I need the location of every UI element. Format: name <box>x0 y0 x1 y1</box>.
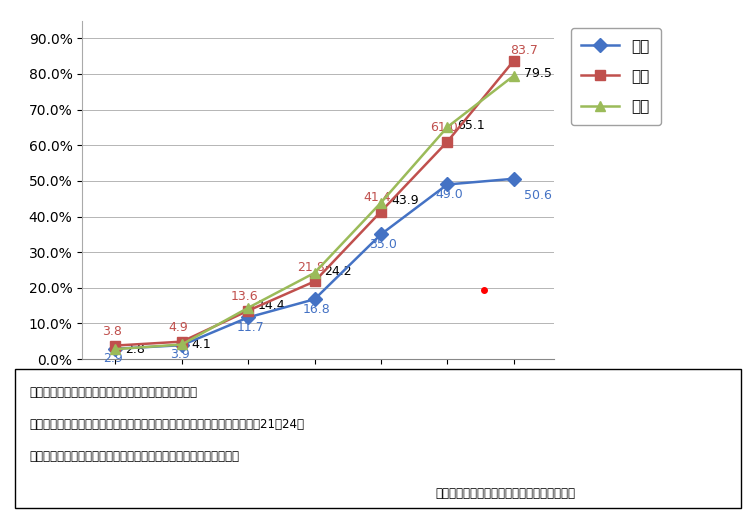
Text: 83.7: 83.7 <box>509 44 538 57</box>
Text: 研究代表　　朝田隆（筑波大学医学医療系）: 研究代表 朝田隆（筑波大学医学医療系） <box>436 487 576 500</box>
女性 <box>177 339 186 345</box>
Text: 「都市部における認知症有病率と認知症の生活機能障害への対応」（平成21～24）: 「都市部における認知症有病率と認知症の生活機能障害への対応」（平成21～24） <box>29 418 304 431</box>
全体 <box>111 346 120 352</box>
全体 <box>509 73 518 79</box>
Line: 男性: 男性 <box>111 174 518 353</box>
男性 <box>310 296 319 302</box>
男性 <box>177 342 186 348</box>
全体 <box>376 200 385 206</box>
Line: 全体: 全体 <box>111 71 518 354</box>
女性 <box>443 139 452 145</box>
全体 <box>177 342 186 348</box>
Text: 4.1: 4.1 <box>191 338 212 351</box>
男性 <box>244 314 253 321</box>
Text: 3.8: 3.8 <box>102 325 122 338</box>
Text: 4.9: 4.9 <box>168 321 188 334</box>
男性 <box>509 175 518 182</box>
Text: 総合研究報告書より、認知症・虜待防止対策推進室にて数字を加筆: 総合研究報告書より、認知症・虜待防止対策推進室にて数字を加筆 <box>29 450 239 463</box>
Text: 11.7: 11.7 <box>236 321 264 334</box>
Text: 13.6: 13.6 <box>231 290 259 303</box>
男性 <box>376 231 385 238</box>
女性 <box>111 343 120 349</box>
Text: 61.0: 61.0 <box>430 121 458 134</box>
Legend: 男性, 女性, 全体: 男性, 女性, 全体 <box>571 28 660 125</box>
男性 <box>111 346 120 352</box>
全体 <box>310 270 319 276</box>
Text: 2.8: 2.8 <box>126 343 145 356</box>
全体 <box>443 124 452 130</box>
Text: 16.8: 16.8 <box>303 303 331 316</box>
女性 <box>244 308 253 314</box>
Text: 21.8: 21.8 <box>298 261 325 273</box>
Text: 3.9: 3.9 <box>170 348 190 361</box>
Text: 厚生労働科学研究費補助金　認知症対策総合研究事業: 厚生労働科学研究費補助金 認知症対策総合研究事業 <box>29 386 197 399</box>
女性 <box>509 58 518 64</box>
Text: 50.6: 50.6 <box>524 189 551 203</box>
Text: 24.2: 24.2 <box>325 265 352 278</box>
男性 <box>443 182 452 188</box>
Text: 43.9: 43.9 <box>391 194 419 207</box>
全体 <box>244 305 253 311</box>
Text: 79.5: 79.5 <box>524 68 551 81</box>
Text: 2.9: 2.9 <box>103 351 123 365</box>
Text: 49.0: 49.0 <box>435 188 463 201</box>
Text: 14.4: 14.4 <box>258 300 286 312</box>
Text: 35.0: 35.0 <box>369 238 397 251</box>
Line: 女性: 女性 <box>111 56 518 350</box>
Text: 41.4: 41.4 <box>364 191 391 204</box>
Text: 65.1: 65.1 <box>457 119 485 132</box>
女性 <box>310 279 319 285</box>
FancyBboxPatch shape <box>15 369 741 508</box>
女性 <box>376 208 385 214</box>
